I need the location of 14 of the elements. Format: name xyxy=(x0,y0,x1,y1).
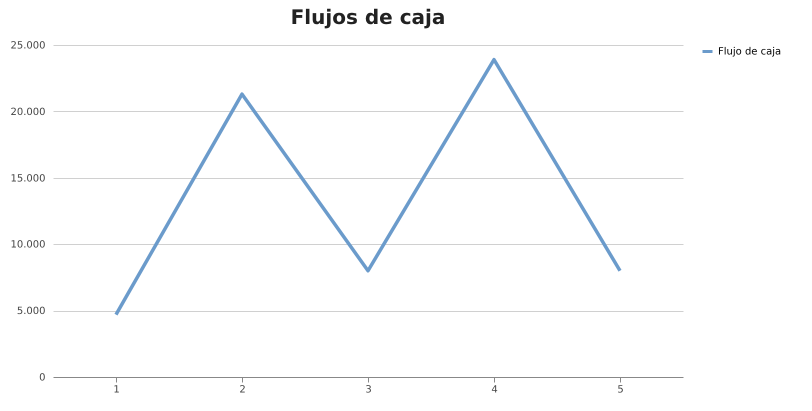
y-tick-label: 20.000 xyxy=(10,106,46,118)
y-tick-label: 25.000 xyxy=(10,40,46,52)
x-tick-label: 4 xyxy=(491,384,498,396)
legend-label: Flujo de caja xyxy=(718,46,782,58)
x-tick-label: 5 xyxy=(617,384,624,396)
y-tick-label: 0 xyxy=(39,372,46,384)
x-tick-label: 3 xyxy=(365,384,372,396)
line-series xyxy=(114,58,622,316)
y-tick-label: 10.000 xyxy=(10,240,46,251)
y-tick-label: 15.000 xyxy=(10,173,46,184)
x-tick-label: 1 xyxy=(113,384,120,396)
x-tick-label: 2 xyxy=(239,384,246,396)
chart-title: Flujos de caja xyxy=(290,5,446,29)
y-tick-label: 5.000 xyxy=(16,306,46,318)
